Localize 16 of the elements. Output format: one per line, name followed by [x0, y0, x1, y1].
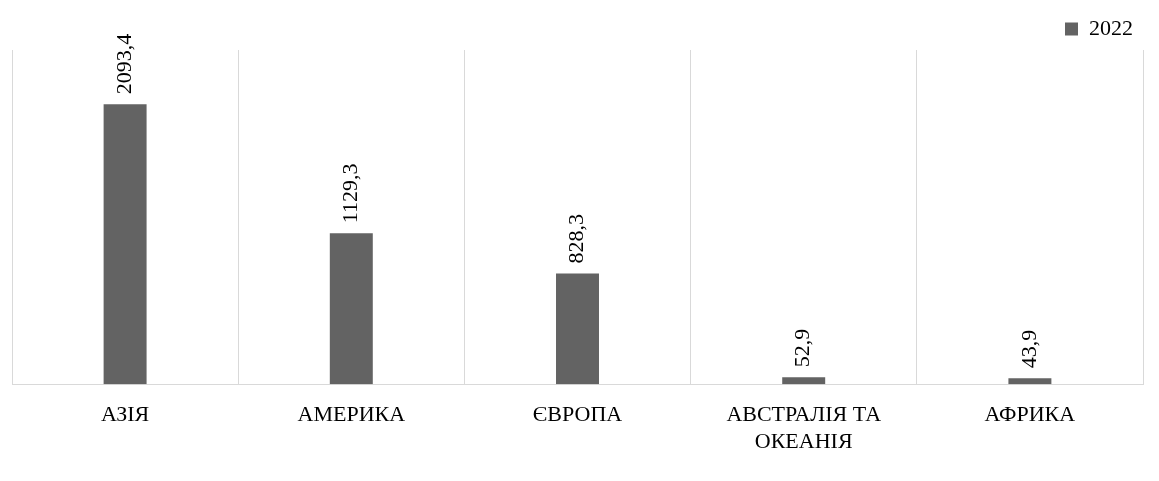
- data-label: 1129,3: [337, 163, 363, 224]
- bar: [1008, 378, 1052, 385]
- bar: [782, 377, 826, 385]
- x-tick-label: АВСТРАЛІЯ ТА ОКЕАНІЯ: [726, 401, 882, 453]
- data-label: 43,9: [1015, 329, 1041, 369]
- x-tick-label: АЗІЯ: [100, 401, 150, 427]
- x-tick-label: АМЕРИКА: [297, 401, 406, 427]
- x-tick-label: ЄВРОПА: [532, 401, 623, 427]
- data-label: 52,9: [789, 328, 815, 368]
- x-tick-label: АФРИКА: [984, 401, 1076, 427]
- data-label: 2093,4: [110, 33, 136, 95]
- bar: [103, 104, 147, 385]
- data-label: 828,3: [563, 213, 589, 264]
- legend-label: 2022: [1089, 14, 1133, 40]
- bar: [329, 233, 373, 385]
- bar: [556, 273, 599, 385]
